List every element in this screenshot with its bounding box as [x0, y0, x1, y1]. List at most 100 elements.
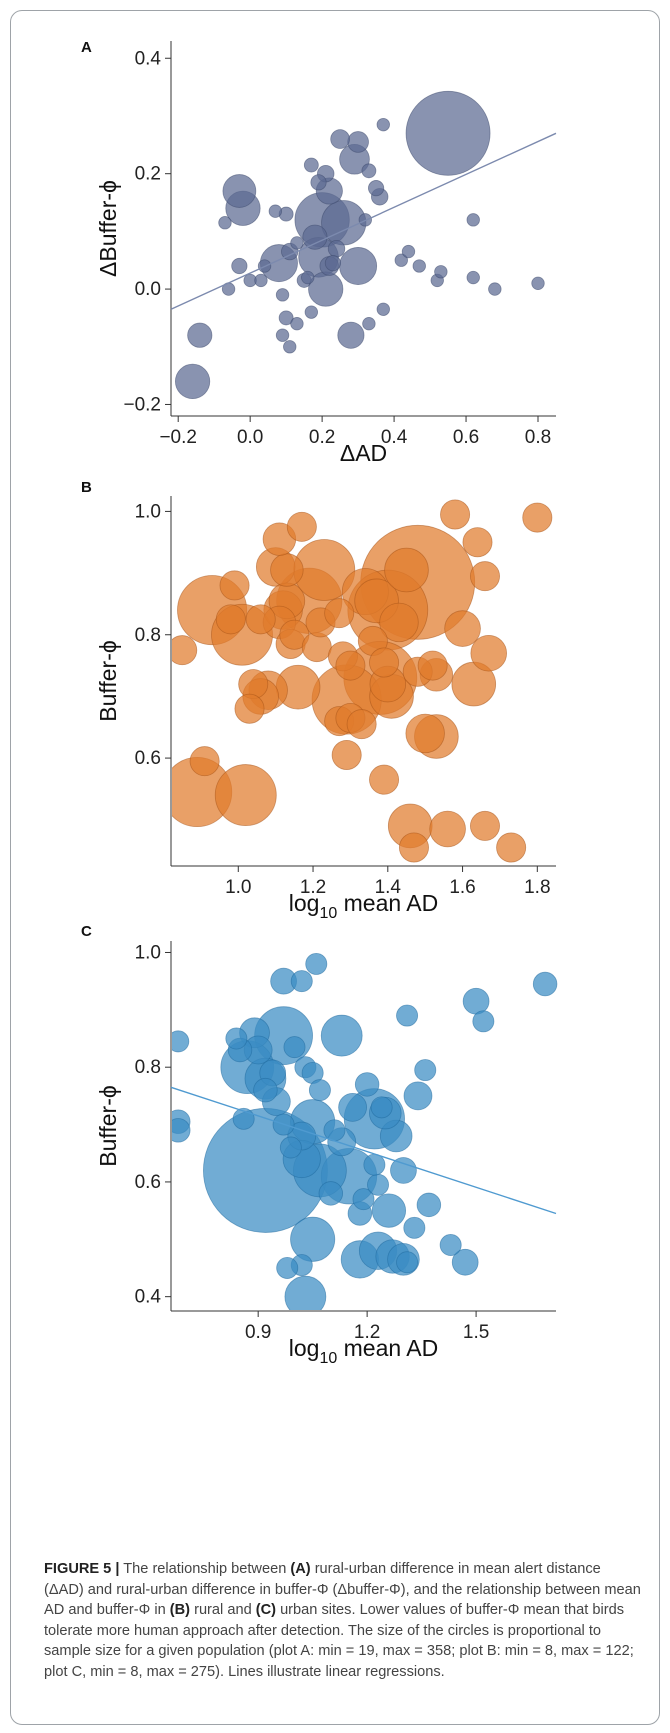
- data-point: [218, 216, 232, 230]
- x-axis-title-rest: mean AD: [337, 890, 438, 916]
- data-point: [339, 247, 378, 285]
- y-axis-title: Buffer-ϕ: [95, 640, 121, 722]
- x-tick-label: 1.4: [375, 877, 402, 898]
- x-axis-title-main: ΔAD: [340, 440, 387, 466]
- data-point: [318, 1181, 344, 1206]
- data-point: [324, 598, 355, 629]
- x-tick-label: 1.6: [449, 877, 475, 898]
- data-point: [347, 131, 369, 153]
- data-point: [214, 764, 277, 827]
- data-point: [466, 270, 480, 285]
- x-tick-label: 1.0: [225, 877, 251, 898]
- data-point: [394, 253, 408, 267]
- y-tick-label: 0.4: [135, 1287, 162, 1308]
- x-tick-label: 1.5: [463, 1322, 489, 1343]
- caption-segment: (B): [169, 1602, 191, 1618]
- data-point: [234, 693, 265, 724]
- data-point: [532, 971, 558, 997]
- data-point: [189, 746, 220, 777]
- data-point: [352, 1188, 375, 1211]
- data-point: [304, 305, 319, 319]
- y-tick-label: 0.6: [135, 748, 161, 769]
- data-point: [401, 244, 416, 259]
- data-point: [466, 213, 480, 227]
- points-group: [172, 499, 553, 863]
- data-point: [290, 236, 304, 250]
- x-axis-title: ΔAD: [340, 440, 387, 466]
- data-point: [172, 1030, 190, 1053]
- data-point: [451, 1248, 479, 1276]
- y-tick-label: 0.0: [135, 279, 161, 300]
- data-point: [346, 709, 377, 740]
- data-point: [278, 310, 294, 326]
- points-group: [172, 952, 558, 1310]
- y-tick-label: 0.6: [135, 1172, 161, 1193]
- x-axis-title-main: log: [289, 1335, 320, 1361]
- data-point: [225, 1027, 248, 1050]
- data-point: [376, 117, 390, 132]
- data-point: [444, 610, 481, 647]
- data-point: [283, 340, 297, 354]
- y-tick-label: 1.0: [135, 942, 161, 963]
- data-point: [354, 1072, 380, 1097]
- panel-letter-b: B: [81, 479, 92, 496]
- data-point: [462, 987, 490, 1015]
- data-point: [361, 163, 377, 179]
- panel-letter-a: A: [81, 39, 92, 56]
- x-tick-label: 1.8: [524, 877, 550, 898]
- data-point: [283, 1036, 306, 1059]
- data-point: [172, 635, 198, 666]
- data-point: [368, 180, 385, 197]
- data-point: [276, 1257, 299, 1279]
- x-tick-label: 0.9: [245, 1322, 271, 1343]
- data-point: [290, 970, 313, 993]
- figure-frame: A −0.2 0.0 0.2 0.4 −0.2 0.0 0.2 0.4 0.6 0.8 ΔBuffe…: [10, 10, 660, 1725]
- data-point: [434, 265, 448, 279]
- data-point: [403, 1216, 426, 1239]
- data-point: [335, 650, 366, 681]
- data-point: [469, 561, 500, 592]
- x-tick-label: 0.2: [309, 427, 335, 448]
- caption-segment: (A): [290, 1561, 311, 1577]
- data-point: [305, 952, 328, 975]
- caption-segment: urban sites. Lower values of buffer-Φ me…: [44, 1602, 634, 1680]
- points-group: [174, 90, 545, 399]
- data-point: [303, 157, 319, 173]
- data-point: [245, 604, 276, 635]
- data-point: [308, 1079, 331, 1102]
- regression-line: [170, 1086, 557, 1215]
- data-point: [219, 570, 250, 601]
- data-point: [531, 276, 545, 290]
- data-point: [440, 499, 471, 530]
- scatter-plot-b: 0.6 0.8 1.0 1.0 1.2 1.4 1.6 1.8 Buffer-ϕ log10 me…: [95, 496, 556, 922]
- data-point: [390, 1157, 417, 1184]
- data-point: [412, 259, 426, 273]
- y-tick-label: 0.8: [135, 625, 161, 646]
- data-point: [370, 1096, 393, 1119]
- figure-caption: FIGURE 5 | The relationship between (A) …: [44, 1559, 644, 1682]
- data-point: [172, 1118, 191, 1143]
- caption-segment: rural-urban difference in mean alert dis…: [44, 1561, 641, 1618]
- data-point: [253, 1077, 278, 1103]
- data-point: [416, 1192, 442, 1218]
- data-point: [215, 604, 246, 635]
- regression-line: [170, 132, 557, 310]
- data-point: [231, 257, 248, 275]
- caption-segment: rural and: [190, 1602, 256, 1618]
- data-point: [367, 1173, 390, 1196]
- data-point: [405, 713, 445, 754]
- data-point: [376, 302, 390, 316]
- data-point: [363, 1153, 386, 1176]
- x-axis-title-main: log: [289, 890, 320, 916]
- data-point: [187, 322, 213, 348]
- x-tick-label: −0.2: [159, 427, 197, 448]
- data-point: [405, 90, 491, 176]
- data-point: [384, 547, 429, 593]
- data-point: [398, 832, 429, 863]
- data-point: [222, 174, 257, 208]
- data-point: [396, 1251, 419, 1274]
- panel-letter-c: C: [81, 923, 92, 940]
- data-point: [337, 321, 365, 349]
- data-point: [270, 553, 304, 587]
- x-axis-title: log10 mean AD: [289, 890, 439, 922]
